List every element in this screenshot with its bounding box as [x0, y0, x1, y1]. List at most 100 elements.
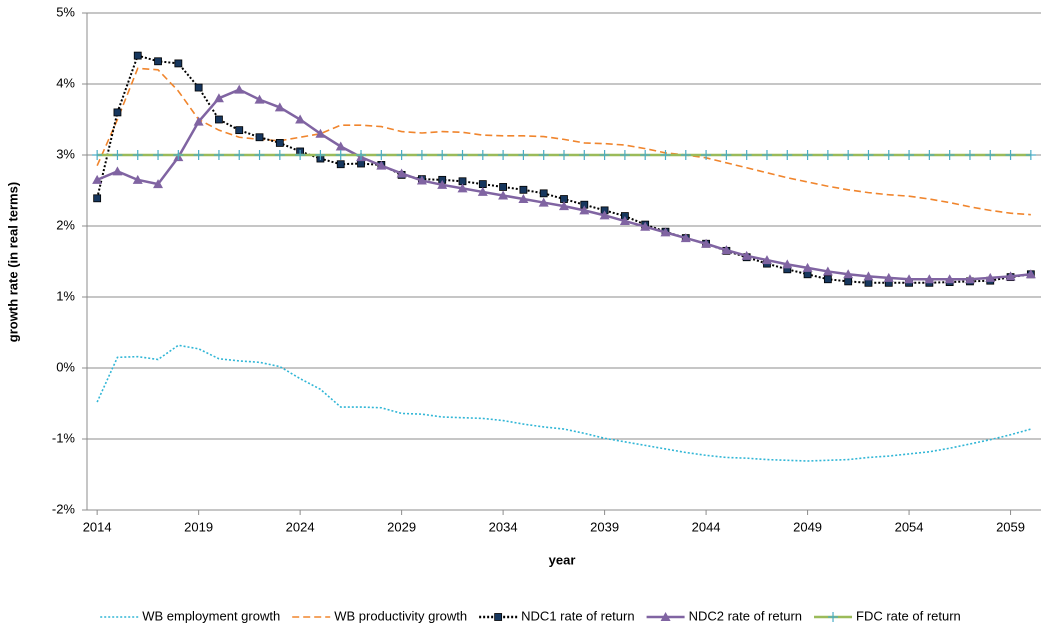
- y-tick-label: 1%: [56, 288, 75, 303]
- x-tick-label: 2049: [793, 519, 822, 534]
- marker: [619, 150, 630, 160]
- legend-label: WB employment growth: [142, 608, 280, 623]
- marker: [457, 150, 468, 160]
- marker: [112, 166, 123, 176]
- marker: [416, 175, 427, 185]
- marker: [538, 150, 549, 160]
- x-tick-label: 2039: [590, 519, 619, 534]
- marker: [1025, 150, 1036, 160]
- marker: [376, 160, 387, 170]
- series-line: [96, 344, 1032, 462]
- x-tick-label: 2024: [286, 519, 315, 534]
- x-tick-label: 2019: [184, 519, 213, 534]
- marker: [782, 259, 793, 269]
- marker: [498, 150, 509, 160]
- x-axis-label: year: [549, 552, 576, 567]
- marker: [1005, 150, 1016, 160]
- marker: [701, 150, 712, 160]
- marker: [315, 150, 326, 160]
- marker: [254, 150, 265, 160]
- series-line: [96, 67, 1031, 216]
- marker: [761, 150, 772, 160]
- marker: [741, 150, 752, 160]
- marker: [701, 238, 712, 248]
- marker: [274, 102, 285, 112]
- marker: [274, 150, 285, 160]
- marker: [173, 150, 184, 160]
- x-tick-label: 2059: [996, 519, 1025, 534]
- marker: [174, 59, 183, 68]
- marker: [538, 197, 549, 207]
- marker: [559, 150, 569, 160]
- marker: [234, 150, 245, 160]
- marker: [721, 150, 732, 160]
- marker: [761, 255, 772, 265]
- marker: [213, 150, 224, 160]
- marker: [823, 275, 832, 284]
- marker: [519, 185, 528, 194]
- marker: [924, 150, 935, 160]
- y-tick-label: 2%: [56, 217, 75, 232]
- y-tick-label: 0%: [56, 359, 75, 374]
- marker: [828, 612, 839, 622]
- marker: [660, 150, 671, 160]
- marker: [477, 150, 488, 160]
- marker: [518, 194, 529, 204]
- marker: [499, 183, 508, 191]
- marker: [680, 233, 691, 243]
- marker: [295, 114, 306, 124]
- marker: [437, 179, 448, 189]
- marker: [985, 272, 996, 282]
- x-tick-label: 2029: [387, 519, 416, 534]
- marker: [944, 274, 955, 284]
- marker: [356, 150, 367, 160]
- marker: [92, 150, 103, 160]
- marker: [985, 150, 996, 160]
- marker: [234, 84, 245, 94]
- legend-label: FDC rate of return: [856, 608, 961, 623]
- marker: [193, 116, 204, 126]
- marker: [315, 128, 326, 138]
- marker: [437, 150, 448, 160]
- marker: [782, 150, 793, 160]
- marker: [944, 150, 955, 160]
- marker: [843, 150, 854, 160]
- marker: [579, 205, 590, 215]
- marker: [1025, 269, 1036, 279]
- legend-label: NDC2 rate of return: [689, 608, 802, 623]
- y-tick-label: 5%: [56, 4, 75, 19]
- marker: [154, 57, 162, 66]
- marker: [396, 168, 407, 178]
- marker: [904, 274, 915, 284]
- marker: [863, 271, 874, 281]
- marker: [153, 150, 164, 160]
- x-tick-label: 2044: [692, 519, 721, 534]
- marker: [494, 613, 503, 621]
- marker: [93, 194, 102, 203]
- marker: [680, 150, 691, 160]
- marker: [660, 227, 671, 237]
- marker: [843, 269, 854, 279]
- marker: [194, 83, 203, 92]
- marker: [255, 133, 264, 142]
- marker: [335, 141, 346, 151]
- marker: [640, 221, 651, 231]
- marker: [153, 179, 164, 189]
- marker: [619, 216, 630, 226]
- marker: [741, 250, 752, 260]
- marker: [132, 150, 143, 160]
- x-tick-label: 2014: [83, 519, 112, 534]
- marker: [660, 612, 671, 621]
- marker: [863, 150, 874, 160]
- marker: [559, 201, 569, 211]
- marker: [802, 150, 813, 160]
- marker: [213, 93, 224, 103]
- marker: [599, 210, 610, 220]
- marker: [112, 150, 123, 160]
- legend-label: NDC1 rate of return: [521, 608, 634, 623]
- y-tick-label: 4%: [56, 75, 75, 90]
- marker: [883, 150, 894, 160]
- marker: [498, 190, 509, 200]
- marker: [599, 150, 610, 160]
